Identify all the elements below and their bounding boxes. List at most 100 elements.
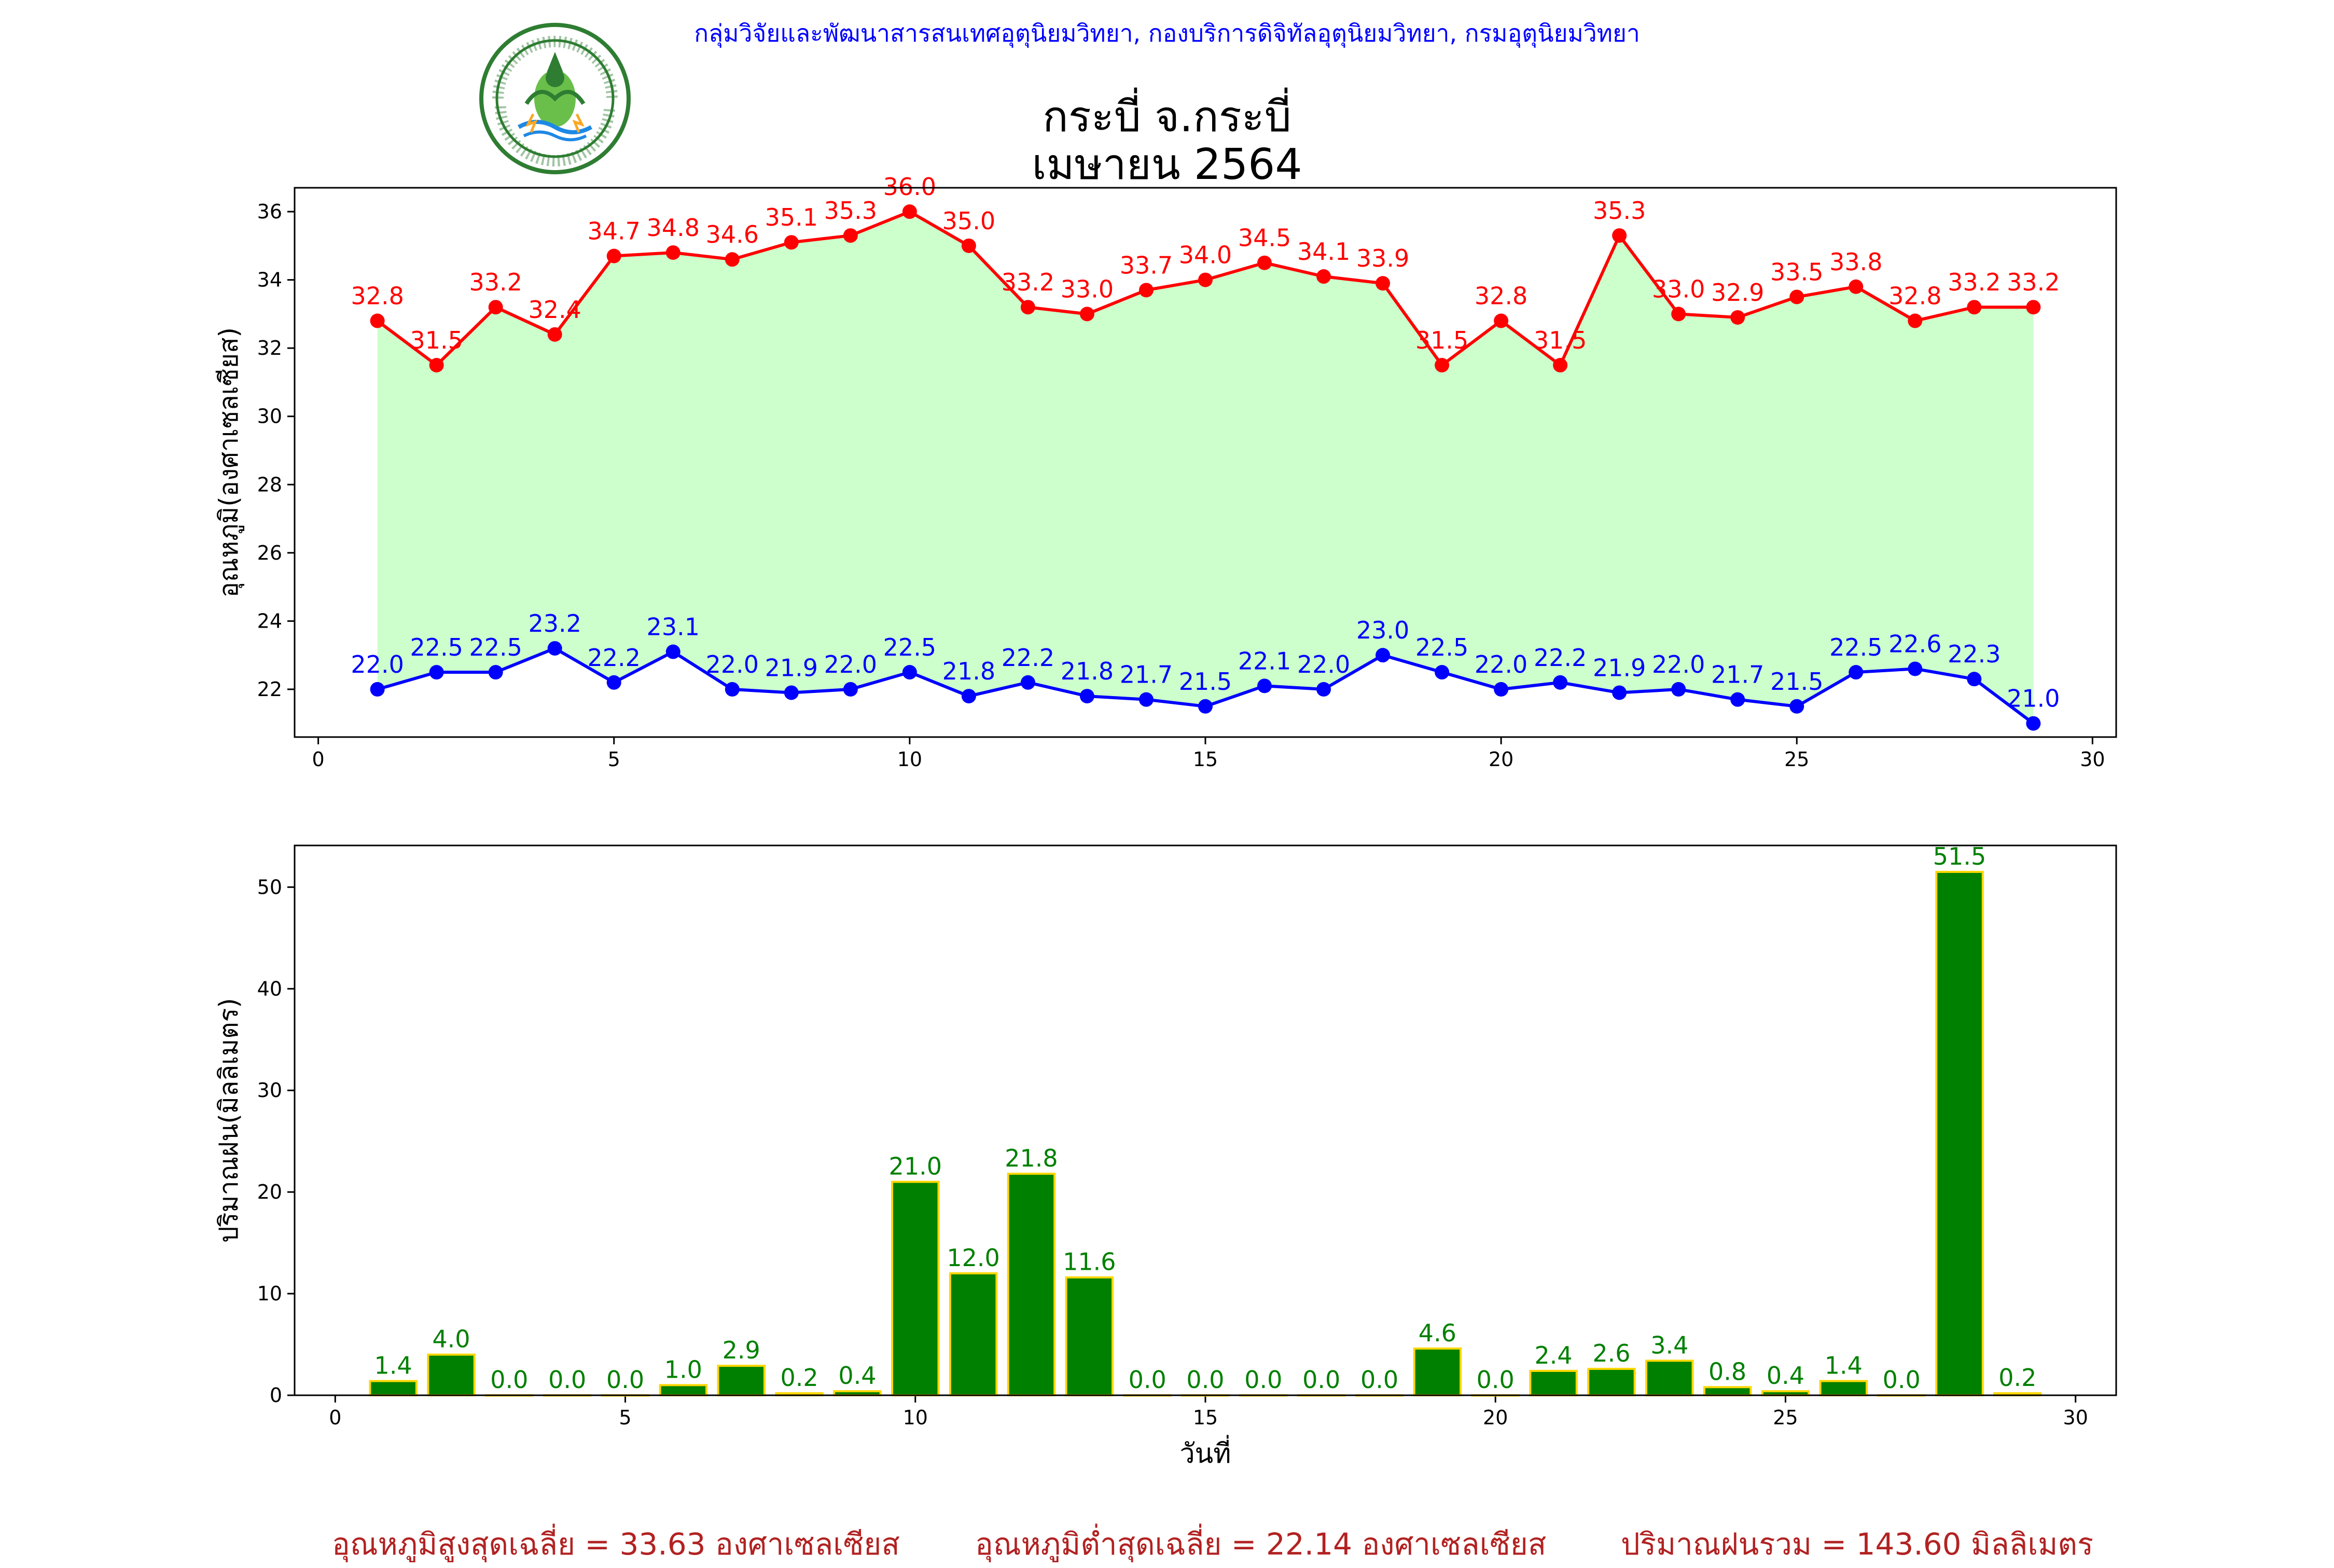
- max-temperature-data-label: 33.0: [1061, 275, 1114, 303]
- rainfall-data-label: 1.4: [1825, 1352, 1863, 1380]
- min-temperature-point: [1671, 682, 1686, 697]
- min-temperature-data-label: 22.1: [1238, 647, 1291, 675]
- y-tick-label: 34: [257, 269, 282, 292]
- min-temperature-data-label: 21.7: [1120, 661, 1173, 689]
- rainfall-data-label: 11.6: [1063, 1248, 1116, 1276]
- max-temperature-data-label: 33.2: [1002, 268, 1054, 296]
- rainfall-bar: [1703, 1386, 1752, 1397]
- max-temperature-point: [1671, 307, 1686, 322]
- y-tick-label: 10: [257, 1282, 282, 1305]
- rainfall-data-label: 0.2: [780, 1364, 818, 1392]
- max-temperature-data-label: 34.8: [647, 214, 700, 242]
- rainfall-bar: [659, 1384, 708, 1397]
- y-tick-label: 36: [257, 200, 282, 223]
- max-temperature-data-label: 34.0: [1179, 241, 1232, 269]
- max-temperature-point: [1435, 358, 1450, 373]
- rainfall-data-label: 0.0: [1302, 1366, 1340, 1394]
- organization-header: กลุ่มวิจัยและพัฒนาสารสนเทศอุตุนิยมวิทยา,…: [694, 19, 1640, 47]
- min-temperature-point: [2026, 716, 2041, 731]
- min-temperature-data-label: 21.8: [1061, 657, 1114, 685]
- rainfall-data-label: 0.0: [1360, 1366, 1398, 1394]
- max-temperature-data-label: 33.8: [1829, 248, 1882, 276]
- min-temperature-data-label: 23.2: [529, 609, 581, 637]
- max-temperature-point: [725, 252, 740, 267]
- max-temperature-point: [1138, 283, 1154, 298]
- rainfall-data-label: 0.0: [490, 1366, 528, 1394]
- max-temperature-data-label: 32.9: [1711, 279, 1764, 307]
- max-temperature-data-label: 35.1: [765, 203, 818, 231]
- y-tick-label: 40: [257, 977, 282, 1000]
- y-tick-label: 0: [270, 1384, 282, 1407]
- x-tick-label: 30: [2080, 748, 2105, 771]
- x-tick-label: 20: [1489, 748, 1513, 771]
- min-temperature-point: [902, 665, 917, 680]
- rainfall-data-label: 0.0: [1883, 1366, 1921, 1394]
- min-temperature-data-label: 22.3: [1948, 640, 2000, 668]
- max-temperature-data-label: 33.2: [2007, 268, 2060, 296]
- min-temperature-data-label: 22.0: [351, 650, 404, 678]
- max-temperature-point: [843, 228, 858, 243]
- min-temperature-point: [488, 665, 503, 680]
- max-temperature-data-label: 36.0: [883, 173, 936, 201]
- max-temperature-point: [547, 327, 562, 342]
- min-temperature-data-label: 22.5: [1829, 633, 1882, 661]
- max-temperature-point: [1553, 358, 1568, 373]
- rainfall-data-label: 0.0: [1244, 1366, 1282, 1394]
- rainfall-bar: [1529, 1369, 1578, 1397]
- rainfall-bar: [1587, 1368, 1636, 1397]
- rainfall-bar: [1819, 1380, 1868, 1397]
- min-temperature-data-label: 22.2: [588, 644, 641, 672]
- summary-avg-min: อุณหภูมิต่ำสุดเฉลี่ย = 22.14 องศาเซลเซีย…: [975, 1527, 1547, 1562]
- x-tick-label: 0: [329, 1406, 341, 1429]
- x-tick-label: 15: [1193, 1406, 1218, 1429]
- max-temperature-data-label: 32.8: [1888, 282, 1941, 310]
- min-temperature-point: [961, 689, 976, 704]
- min-temperature-data-label: 21.8: [942, 657, 995, 685]
- max-temperature-point: [1198, 272, 1213, 287]
- rainfall-data-label: 0.0: [1186, 1366, 1224, 1394]
- min-temperature-data-label: 22.5: [410, 633, 463, 661]
- min-temperature-data-label: 21.5: [1179, 668, 1232, 696]
- rainfall-data-label: 0.4: [1767, 1362, 1804, 1390]
- max-temperature-point: [665, 245, 680, 260]
- chart-title-station: กระบี่ จ.กระบี่: [1043, 92, 1291, 142]
- temperature-plot-frame: [294, 187, 2117, 738]
- min-temperature-point: [547, 641, 562, 656]
- min-temperature-point: [665, 644, 680, 659]
- min-temperature-data-label: 22.5: [1415, 633, 1468, 661]
- y-tick-label: 20: [257, 1181, 282, 1203]
- min-temperature-point: [1316, 682, 1331, 697]
- min-temperature-data-label: 22.6: [1888, 630, 1941, 658]
- max-temperature-point: [1612, 228, 1627, 243]
- rainfall-data-label: 21.0: [889, 1153, 942, 1181]
- summary-avg-max: อุณหภูมิสูงสุดเฉลี่ย = 33.63 องศาเซลเซีย…: [332, 1527, 900, 1562]
- max-temperature-point: [1079, 307, 1094, 322]
- y-tick-label: 28: [257, 473, 282, 496]
- max-temperature-point: [1494, 313, 1509, 328]
- max-temperature-data-label: 33.5: [1770, 258, 1823, 286]
- y-tick-label: 50: [257, 876, 282, 898]
- max-temperature-point: [1257, 255, 1272, 270]
- rainfall-data-label: 51.5: [1933, 842, 1986, 870]
- min-temperature-point: [843, 682, 858, 697]
- max-temperature-data-label: 33.2: [1948, 268, 2000, 296]
- min-temperature-data-label: 21.7: [1711, 661, 1764, 689]
- max-temperature-data-label: 35.3: [1593, 197, 1646, 225]
- min-temperature-data-label: 22.2: [1002, 644, 1054, 672]
- max-temperature-point: [488, 300, 503, 315]
- rainfall-data-label: 0.2: [1998, 1364, 2036, 1392]
- max-temperature-data-label: 31.5: [1415, 326, 1468, 354]
- min-temperature-point: [784, 685, 799, 700]
- min-temperature-data-label: 22.5: [469, 633, 522, 661]
- min-temperature-point: [1849, 665, 1864, 680]
- max-temperature-data-label: 31.5: [1534, 326, 1587, 354]
- min-temperature-point: [1967, 672, 1982, 687]
- min-temperature-data-label: 21.9: [1593, 654, 1646, 682]
- min-temperature-point: [1494, 682, 1509, 697]
- max-temperature-point: [1730, 310, 1745, 325]
- rainfall-bar: [1065, 1276, 1114, 1397]
- meteorological-department-logo: [479, 23, 631, 174]
- rainfall-data-label: 0.0: [606, 1366, 644, 1394]
- max-temperature-data-label: 34.7: [588, 217, 641, 245]
